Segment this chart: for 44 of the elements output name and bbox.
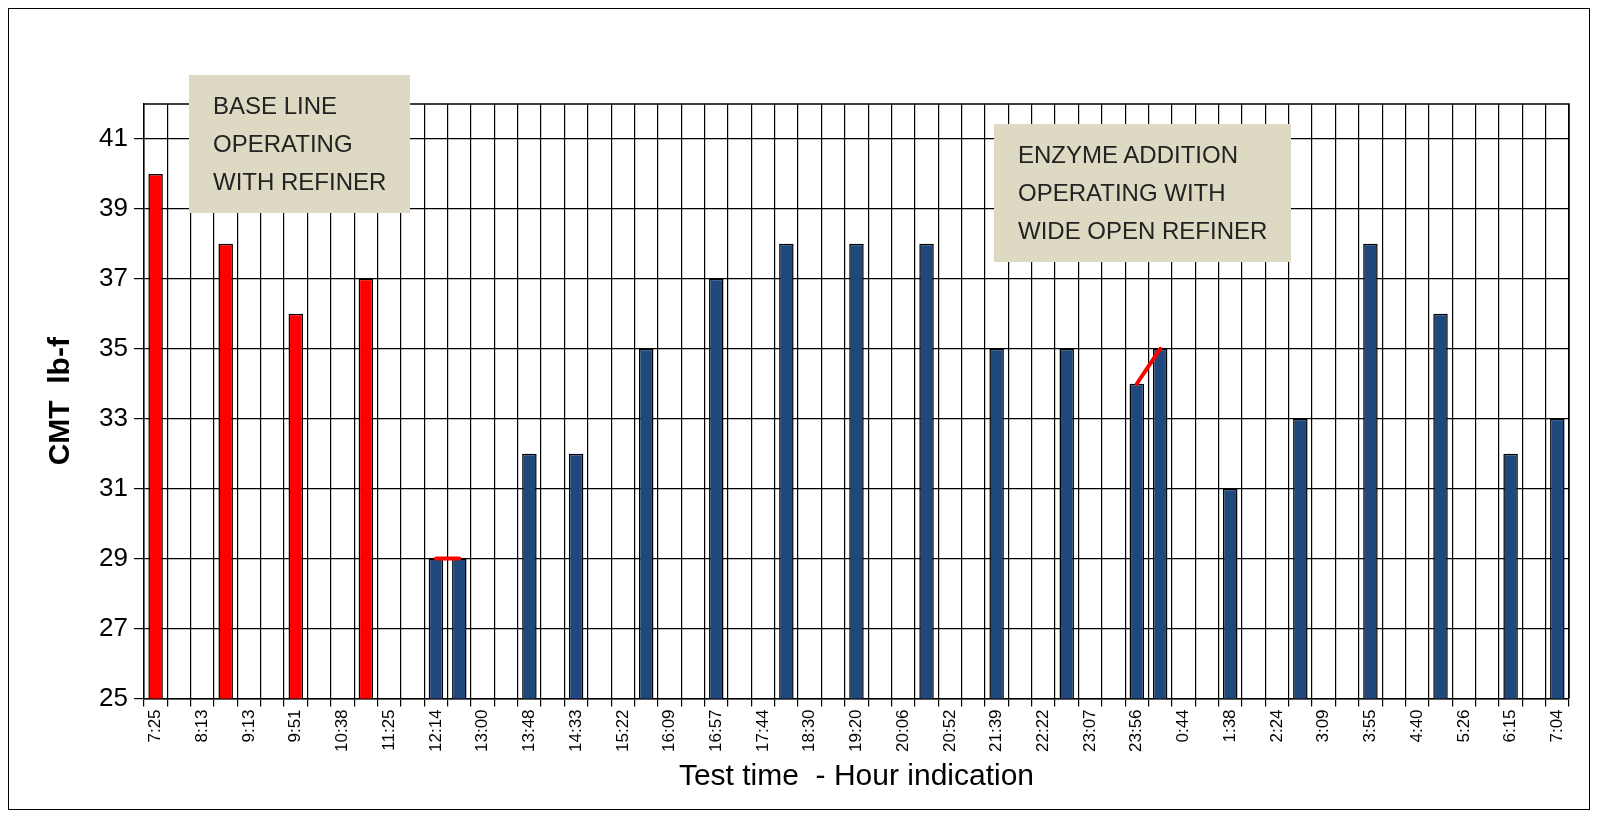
y-tick-label: 27 (99, 611, 128, 642)
y-tick-label: 29 (99, 541, 128, 572)
x-tick-label: 12:14 (425, 709, 445, 753)
x-tick-label: 11:25 (378, 709, 398, 751)
x-tick-label: 9:51 (285, 709, 305, 743)
y-tick-label: 25 (99, 681, 128, 712)
y-tick-label: 35 (99, 331, 128, 362)
x-tick-label: 13:00 (472, 709, 492, 753)
x-tick-label: 10:38 (332, 709, 352, 753)
x-tick-label: 15:22 (612, 709, 632, 753)
x-tick-label: 23:07 (1079, 709, 1099, 753)
x-tick-label: 18:30 (799, 709, 819, 753)
x-tick-label: 3:09 (1313, 709, 1333, 743)
x-tick-label: 0:44 (1173, 709, 1193, 743)
x-tick-label: 20:52 (939, 709, 959, 753)
x-tick-label: 1:38 (1219, 709, 1239, 743)
x-tick-label: 2:24 (1266, 709, 1286, 743)
x-tick-label: 16:09 (659, 709, 679, 753)
x-tick-label: 7:25 (145, 709, 165, 743)
x-tick-label: 19:20 (846, 709, 866, 753)
x-tick-label: 17:44 (752, 709, 772, 753)
annotation: BASE LINE OPERATING WITH REFINER (189, 75, 411, 213)
x-tick-label: 9:13 (238, 709, 258, 743)
x-tick-label: 7:04 (1547, 709, 1567, 743)
x-tick-label: 22:22 (1033, 709, 1053, 753)
x-tick-label: 5:26 (1453, 709, 1473, 743)
x-tick-label: 8:13 (192, 709, 212, 743)
x-tick-label: 6:15 (1500, 709, 1520, 743)
x-tick-label: 14:33 (565, 709, 585, 753)
y-tick-label: 37 (99, 262, 128, 293)
x-tick-label: 20:06 (892, 709, 912, 753)
x-axis-title: Test time - Hour indication (678, 758, 1035, 792)
y-tick-label: 31 (99, 471, 128, 502)
y-axis-title: CMT lb-f (42, 336, 76, 466)
x-tick-label: 21:39 (986, 709, 1006, 753)
y-tick-label: 33 (99, 401, 128, 432)
x-tick-label: 4:40 (1406, 709, 1426, 743)
annotation: ENZYME ADDITION OPERATING WITH WIDE OPEN REFINER (994, 124, 1292, 262)
y-tick-label: 39 (99, 192, 128, 223)
x-tick-label: 23:56 (1126, 709, 1146, 753)
x-tick-label: 3:55 (1360, 709, 1380, 743)
y-tick-label: 41 (99, 122, 128, 153)
x-tick-label: 13:48 (519, 709, 539, 753)
x-tick-label: 16:57 (705, 709, 725, 753)
